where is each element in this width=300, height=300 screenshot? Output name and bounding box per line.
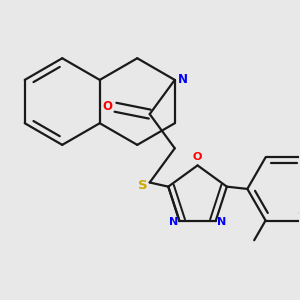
Text: N: N	[178, 74, 188, 86]
Text: N: N	[217, 217, 226, 227]
Text: O: O	[103, 100, 112, 112]
Text: O: O	[193, 152, 202, 162]
Text: S: S	[138, 179, 148, 192]
Text: N: N	[169, 217, 178, 227]
